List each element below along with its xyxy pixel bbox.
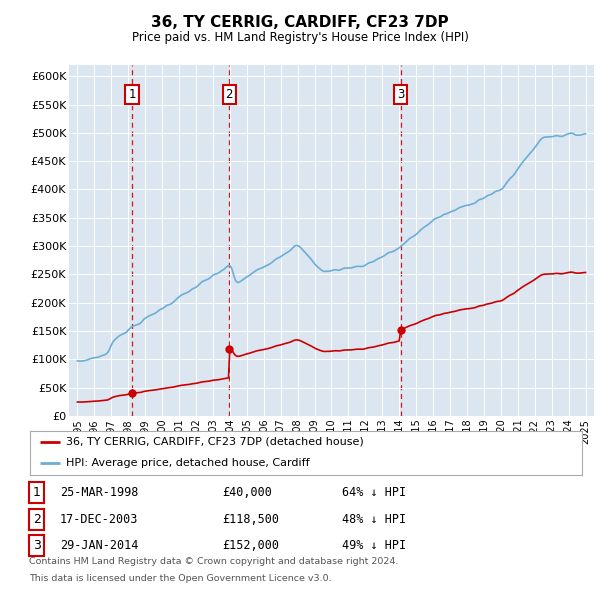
Text: 3: 3 — [32, 539, 41, 552]
Text: 25-MAR-1998: 25-MAR-1998 — [60, 486, 139, 499]
Text: 29-JAN-2014: 29-JAN-2014 — [60, 539, 139, 552]
Text: £40,000: £40,000 — [222, 486, 272, 499]
Text: Contains HM Land Registry data © Crown copyright and database right 2024.: Contains HM Land Registry data © Crown c… — [29, 558, 398, 566]
Text: 2: 2 — [226, 88, 233, 101]
Text: 48% ↓ HPI: 48% ↓ HPI — [342, 513, 406, 526]
Text: Price paid vs. HM Land Registry's House Price Index (HPI): Price paid vs. HM Land Registry's House … — [131, 31, 469, 44]
Text: £118,500: £118,500 — [222, 513, 279, 526]
Text: 2: 2 — [32, 513, 41, 526]
Text: 49% ↓ HPI: 49% ↓ HPI — [342, 539, 406, 552]
Text: HPI: Average price, detached house, Cardiff: HPI: Average price, detached house, Card… — [66, 458, 310, 467]
Text: 64% ↓ HPI: 64% ↓ HPI — [342, 486, 406, 499]
Text: 1: 1 — [128, 88, 136, 101]
Text: 17-DEC-2003: 17-DEC-2003 — [60, 513, 139, 526]
Text: 3: 3 — [397, 88, 404, 101]
Text: 36, TY CERRIG, CARDIFF, CF23 7DP: 36, TY CERRIG, CARDIFF, CF23 7DP — [151, 15, 449, 30]
Text: 36, TY CERRIG, CARDIFF, CF23 7DP (detached house): 36, TY CERRIG, CARDIFF, CF23 7DP (detach… — [66, 437, 364, 447]
Text: This data is licensed under the Open Government Licence v3.0.: This data is licensed under the Open Gov… — [29, 574, 331, 583]
Text: £152,000: £152,000 — [222, 539, 279, 552]
Text: 1: 1 — [32, 486, 41, 499]
